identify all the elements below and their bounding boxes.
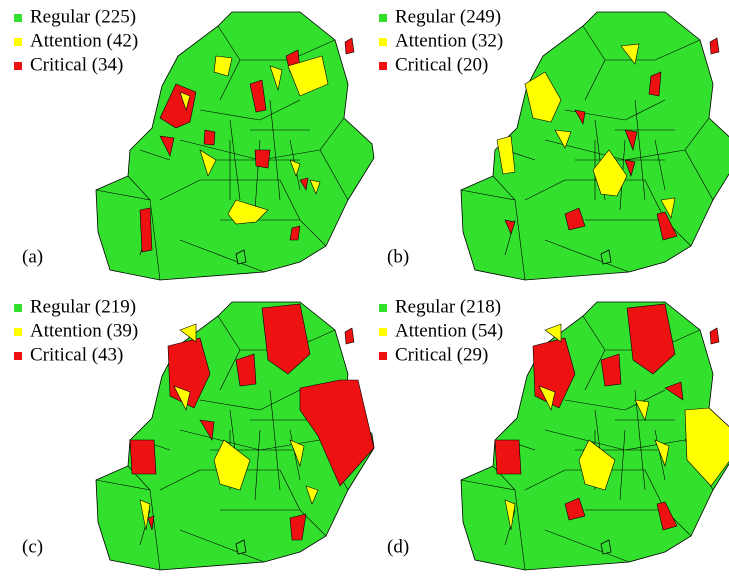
legend-attention: Attention (54)	[395, 320, 503, 341]
legend-attention: Attention (42)	[30, 30, 138, 51]
legend-critical: Critical (34)	[30, 54, 123, 75]
legend-attention: Attention (32)	[395, 30, 503, 51]
panel-b: Regular (249) Attention (32) Critical (20)…	[379, 6, 729, 280]
legend-swatch	[379, 14, 387, 22]
panel-c: Regular (219) Attention (39) Critical (43)…	[14, 296, 374, 570]
legend-swatch	[14, 328, 22, 336]
legend-critical: Critical (29)	[395, 344, 488, 365]
legend-swatch	[379, 38, 387, 46]
panel-label: (b)	[387, 246, 409, 267]
legend-regular: Regular (219)	[30, 296, 136, 317]
panel-label: (a)	[22, 246, 43, 267]
legend-swatch	[14, 352, 22, 360]
legend-swatch	[14, 62, 22, 70]
panel-d: Regular (218) Attention (54) Critical (29)…	[379, 296, 729, 570]
legend-critical: Critical (43)	[30, 344, 123, 365]
panel-label: (c)	[22, 536, 43, 557]
legend-regular: Regular (218)	[395, 296, 501, 317]
legend-regular: Regular (249)	[395, 6, 501, 27]
legend-swatch	[379, 304, 387, 312]
figure: Regular (225) Attention (42) Critical (34)…	[0, 0, 729, 580]
legend-swatch	[379, 62, 387, 70]
legend-regular: Regular (225)	[30, 6, 136, 27]
panel-label: (d)	[387, 536, 409, 557]
panel-a: Regular (225) Attention (42) Critical (34)…	[14, 6, 374, 280]
legend-swatch	[379, 328, 387, 336]
legend-swatch	[14, 304, 22, 312]
legend-critical: Critical (20)	[395, 54, 488, 75]
legend-swatch	[14, 38, 22, 46]
legend-swatch	[379, 352, 387, 360]
legend-attention: Attention (39)	[30, 320, 138, 341]
legend-swatch	[14, 14, 22, 22]
